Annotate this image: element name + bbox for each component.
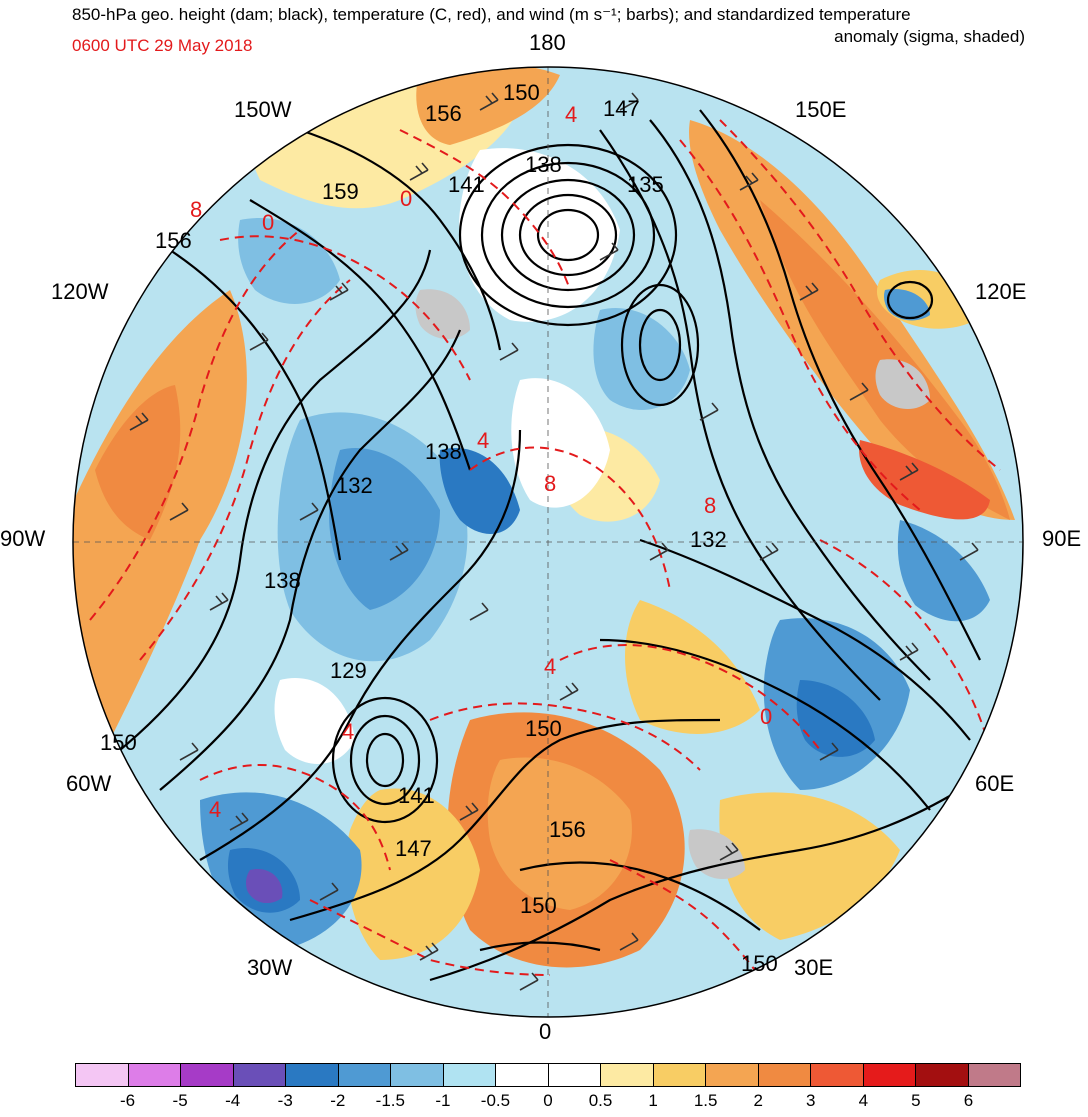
colorbar-tick-label: -0.5: [480, 1091, 511, 1110]
anomaly-colorbar: [75, 1063, 1021, 1087]
height-label: 156: [155, 228, 192, 253]
temperature-label: 8: [704, 493, 717, 518]
temperature-label: 4: [342, 719, 355, 744]
map-border: [72, 66, 1024, 1018]
colorbar-swatch: [548, 1064, 601, 1086]
colorbar-swatch: [338, 1064, 391, 1086]
colorbar-swatch: [443, 1064, 496, 1086]
lon-label-0: 0: [539, 1019, 552, 1044]
temperature-label: 4: [565, 102, 578, 127]
colorbar-swatch: [391, 1064, 444, 1086]
valid-time-label: 0600 UTC 29 May 2018: [72, 36, 253, 55]
colorbar-tick-label: 1: [648, 1091, 658, 1110]
lon-label-120e: 120E: [975, 279, 1027, 304]
lon-label-120w: 120W: [51, 279, 109, 304]
temperature-label: 0: [262, 210, 275, 235]
colorbar-swatch: [653, 1064, 706, 1086]
height-label: 132: [690, 527, 727, 552]
colorbar-swatch: [181, 1064, 234, 1086]
anomaly-shading: [73, 67, 1015, 968]
lon-label-150w: 150W: [234, 97, 292, 122]
height-label: 156: [425, 101, 462, 126]
colorbar-tick-label: -1: [435, 1091, 451, 1110]
colorbar-swatch: [706, 1064, 759, 1086]
colorbar-tick-label: -5: [172, 1091, 188, 1110]
colorbar-tick-label: 1.5: [693, 1091, 718, 1110]
lon-label-90w: 90W: [0, 526, 46, 551]
wind-barbs: [129, 92, 979, 991]
temperature-label: 4: [477, 428, 490, 453]
colorbar-tick-labels: -6 -5 -4 -3 -2 -1.5 -1 -0.5 0 0.5 1 1.5 2 3 4 5 6: [75, 1092, 1021, 1112]
colorbar-tick-label: -1.5: [375, 1091, 405, 1110]
temperature-label: 0: [400, 186, 413, 211]
height-label: 138: [525, 152, 562, 177]
map-title: 850-hPa geo. height (dam; black), temper…: [72, 5, 911, 24]
lon-label-180: 180: [529, 30, 566, 55]
graticule: [73, 67, 1023, 1017]
colorbar-swatch: [811, 1064, 864, 1086]
lon-label-30w: 30W: [247, 955, 293, 980]
colorbar-swatch: [916, 1064, 969, 1086]
temperature-label: 0: [760, 704, 773, 729]
height-label: 132: [336, 473, 373, 498]
colorbar-tick-label: 0: [543, 1091, 553, 1110]
colorbar-tick-label: 0.5: [588, 1091, 613, 1110]
colorbar-tick-label: 4: [858, 1091, 869, 1110]
colorbar-swatch: [968, 1064, 1020, 1086]
colorbar-tick-label: -2: [330, 1091, 346, 1110]
colorbar-swatch: [758, 1064, 811, 1086]
height-label: 129: [330, 658, 367, 683]
colorbar-tick-label: -4: [225, 1091, 241, 1110]
temperature-label: 8: [544, 471, 557, 496]
height-label: 156: [549, 817, 586, 842]
height-label: 138: [425, 439, 462, 464]
colorbar-swatch: [76, 1064, 129, 1086]
lon-label-60w: 60W: [66, 771, 112, 796]
lon-label-30e: 30E: [794, 955, 834, 980]
height-label: 141: [448, 172, 485, 197]
colorbar-tick-label: -6: [119, 1091, 136, 1110]
lon-label-150e: 150E: [795, 97, 847, 122]
height-label: 150: [525, 716, 562, 741]
temperature-label: 4: [209, 797, 222, 822]
colorbar-swatch: [496, 1064, 549, 1086]
map-title-continued: anomaly (sigma, shaded): [834, 27, 1025, 46]
height-label: 150: [100, 730, 137, 755]
temperature-contours: [89, 119, 1001, 1011]
temperature-label: 4: [544, 654, 557, 679]
colorbar-tick-label: 5: [911, 1091, 921, 1110]
height-label: 147: [603, 96, 640, 121]
height-label: 150: [520, 893, 557, 918]
height-label: 138: [264, 568, 301, 593]
colorbar-tick-label: 6: [963, 1091, 974, 1110]
colorbar-swatch: [863, 1064, 916, 1086]
temperature-label: 8: [190, 197, 203, 222]
colorbar-tick-label: -3: [277, 1091, 293, 1110]
colorbar-swatch: [601, 1064, 654, 1086]
lon-label-90e: 90E: [1042, 526, 1082, 551]
height-label: 159: [322, 179, 359, 204]
colorbar-swatch: [286, 1064, 339, 1086]
height-label: 135: [627, 172, 664, 197]
height-label: 141: [398, 783, 435, 808]
lon-label-60e: 60E: [975, 771, 1015, 796]
height-label: 147: [395, 836, 432, 861]
height-label: 150: [503, 80, 540, 105]
colorbar-swatch: [233, 1064, 286, 1086]
height-label: 150: [741, 951, 778, 976]
colorbar-tick-label: 2: [753, 1091, 763, 1110]
height-contours: [119, 109, 981, 982]
colorbar-tick-label: 3: [806, 1091, 816, 1110]
colorbar-swatch: [128, 1064, 181, 1086]
